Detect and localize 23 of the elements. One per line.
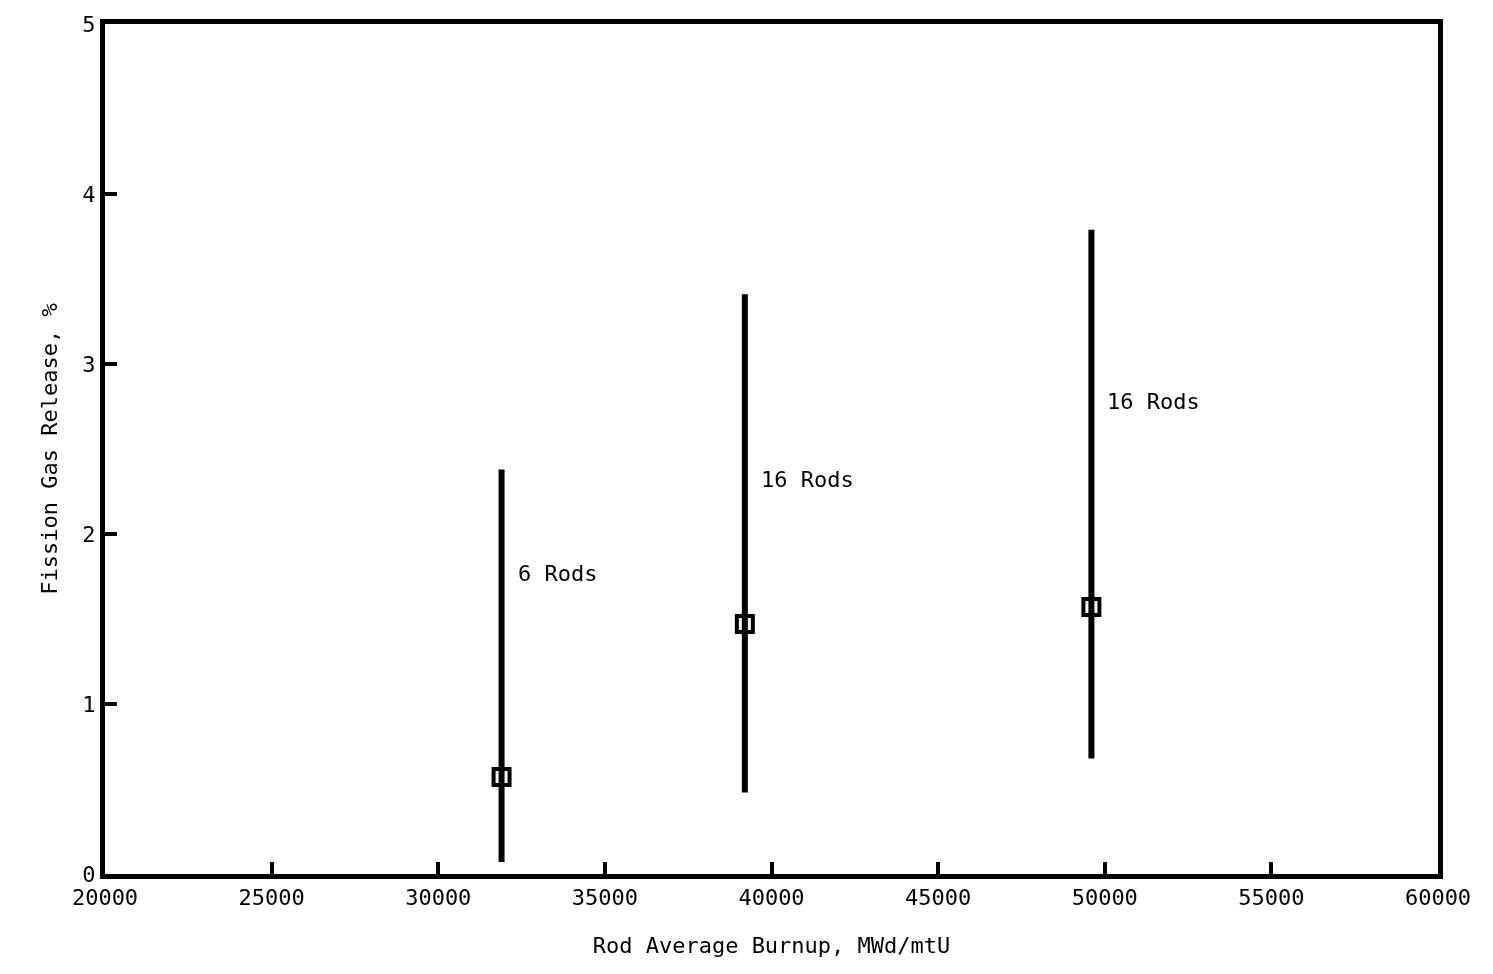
y-tick-label: 0 — [82, 861, 96, 887]
x-tick-label: 50000 — [1071, 885, 1138, 911]
x-tick-label: 25000 — [238, 885, 305, 911]
x-tick-label: 20000 — [71, 885, 139, 911]
annotation: 6 Rods — [518, 561, 598, 586]
x-tick-label: 30000 — [405, 885, 472, 911]
y-axis-title: Fission Gas Release, % — [37, 303, 63, 595]
annotation: 16 Rods — [1107, 389, 1200, 414]
y-tick-label: 4 — [82, 181, 96, 207]
x-tick-label: 35000 — [571, 885, 638, 911]
x-tick-label: 60000 — [1404, 885, 1472, 911]
y-tick-label: 3 — [82, 351, 96, 377]
x-tick-label: 45000 — [905, 885, 972, 911]
x-axis-title: Rod Average Burnup, MWd/mtU — [592, 933, 951, 959]
annotation: 16 Rods — [761, 467, 854, 492]
y-tick-label: 5 — [82, 11, 96, 37]
point — [734, 614, 755, 635]
x-tick-label: 40000 — [738, 885, 805, 911]
x-tick-label: 55000 — [1238, 885, 1305, 911]
y-tick-label: 2 — [82, 521, 96, 547]
point — [491, 767, 512, 788]
y-tick-label: 1 — [82, 691, 96, 717]
point — [1081, 597, 1102, 618]
